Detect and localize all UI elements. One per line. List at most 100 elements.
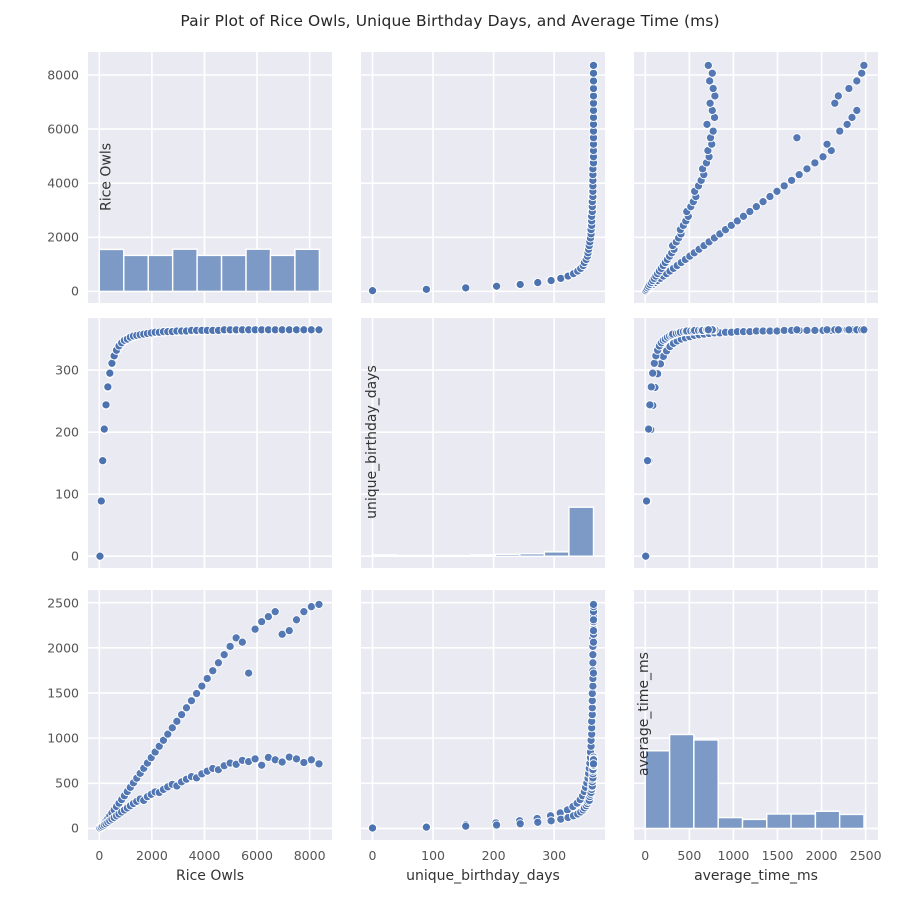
scatter-point: [705, 98, 715, 108]
histogram-bar: [445, 554, 472, 557]
scatter-point: [186, 696, 197, 706]
scatter-point: [314, 599, 324, 610]
plot-panel-r2-c1: [361, 590, 605, 840]
xtick-label-c0: 6000: [241, 848, 273, 863]
xtick-label-c2: 500: [677, 848, 702, 863]
scatter-point: [826, 146, 836, 156]
histogram-bar: [294, 248, 321, 293]
figure-title: Pair Plot of Rice Owls, Unique Birthday …: [180, 12, 720, 30]
scatter-point: [588, 626, 599, 636]
scatter-points: [641, 325, 869, 561]
histogram-bars: [644, 733, 865, 830]
scatter-point: [250, 624, 260, 634]
plot-panel-r1-c2: [634, 318, 878, 568]
scatter-point: [172, 716, 182, 726]
xtick-label-c2: 1500: [761, 848, 794, 863]
scatter-point: [314, 759, 324, 769]
scatter-point: [587, 688, 597, 699]
xaxis-title-c1: unique_birthday_days: [406, 868, 560, 884]
scatter-point: [306, 602, 316, 612]
histogram-bar: [420, 554, 447, 557]
histogram-bar: [494, 553, 521, 557]
histogram-bar: [766, 813, 792, 830]
gridlines: [361, 590, 605, 840]
scatter-point: [588, 76, 599, 86]
scatter-point: [732, 216, 742, 226]
histogram-bar: [171, 248, 198, 293]
gridlines: [634, 318, 878, 568]
yaxis-title-r0: Rice Owls: [98, 142, 115, 211]
scatter-point: [588, 615, 599, 625]
scatter-point: [859, 325, 869, 335]
scatter-point: [765, 192, 775, 202]
histogram-bar: [220, 254, 247, 293]
histogram-bar: [717, 816, 744, 830]
histogram-bar: [519, 553, 546, 557]
gridlines: [634, 52, 878, 303]
plot-panel-r0-c0: [88, 52, 332, 303]
scatter-point: [859, 60, 869, 70]
scatter-point: [96, 496, 106, 506]
scatter-point: [299, 325, 309, 335]
scatter-point: [202, 673, 212, 684]
yaxis-title-r2: average_time_ms: [636, 652, 652, 776]
ytick-label-r2: 1000: [47, 730, 79, 746]
scatter-point: [822, 325, 832, 335]
scatter-point: [533, 278, 543, 288]
scatter-point: [641, 551, 651, 561]
scatter-point: [588, 68, 599, 78]
ytick-label-r1: 100: [55, 486, 79, 502]
scatter-point: [852, 105, 862, 115]
histogram-bar: [741, 818, 768, 830]
scatter-point: [98, 456, 108, 466]
gridlines: [361, 52, 605, 303]
scatter-point: [492, 281, 502, 291]
histogram-bar: [790, 813, 817, 830]
scatter-point: [461, 821, 471, 831]
scatter-point: [244, 668, 254, 678]
scatter-point: [291, 615, 302, 625]
scatter-point: [810, 325, 820, 335]
scatter-point: [270, 607, 280, 617]
scatter-point: [208, 666, 218, 676]
histogram-bar: [396, 554, 423, 557]
scatter-point: [588, 759, 599, 769]
scatter-point: [181, 703, 192, 713]
scatter-point: [844, 83, 854, 94]
xtick-label-c1: 300: [542, 848, 567, 863]
scatter-point: [299, 757, 309, 768]
scatter-point: [99, 424, 109, 434]
scatter-point: [103, 382, 113, 392]
scatter-point: [421, 284, 431, 294]
scatter-point: [277, 629, 287, 639]
xtick-label-c1: 100: [421, 848, 445, 863]
scatter-point: [231, 633, 241, 643]
scatter-point: [588, 91, 599, 101]
xtick-label-c2: 0: [641, 848, 650, 863]
scatter-point: [857, 68, 867, 78]
scatter-point: [107, 358, 117, 368]
histogram-bar: [693, 739, 719, 830]
scatter-point: [644, 424, 654, 434]
scatter-points: [367, 599, 599, 833]
scatter-point: [802, 164, 812, 174]
scatter-point: [197, 681, 207, 691]
scatter-point: [225, 641, 235, 651]
scatter-point: [779, 181, 789, 191]
scatter-point: [421, 822, 431, 832]
scatter-point: [257, 760, 267, 770]
histogram-bar: [838, 813, 865, 830]
scatter-point: [515, 279, 525, 290]
xtick-label-c2: 2500: [849, 848, 882, 863]
scatter-points: [641, 60, 869, 296]
scatter-point: [794, 170, 804, 180]
scatter-point: [738, 211, 749, 221]
scatter-point: [219, 650, 229, 660]
scatter-point: [257, 617, 267, 627]
ytick-label-r1: 200: [55, 424, 79, 440]
scatter-point: [546, 816, 556, 826]
plot-panel-r0-c1: [361, 52, 605, 303]
scatter-point: [646, 382, 656, 392]
scatter-point: [533, 817, 543, 827]
